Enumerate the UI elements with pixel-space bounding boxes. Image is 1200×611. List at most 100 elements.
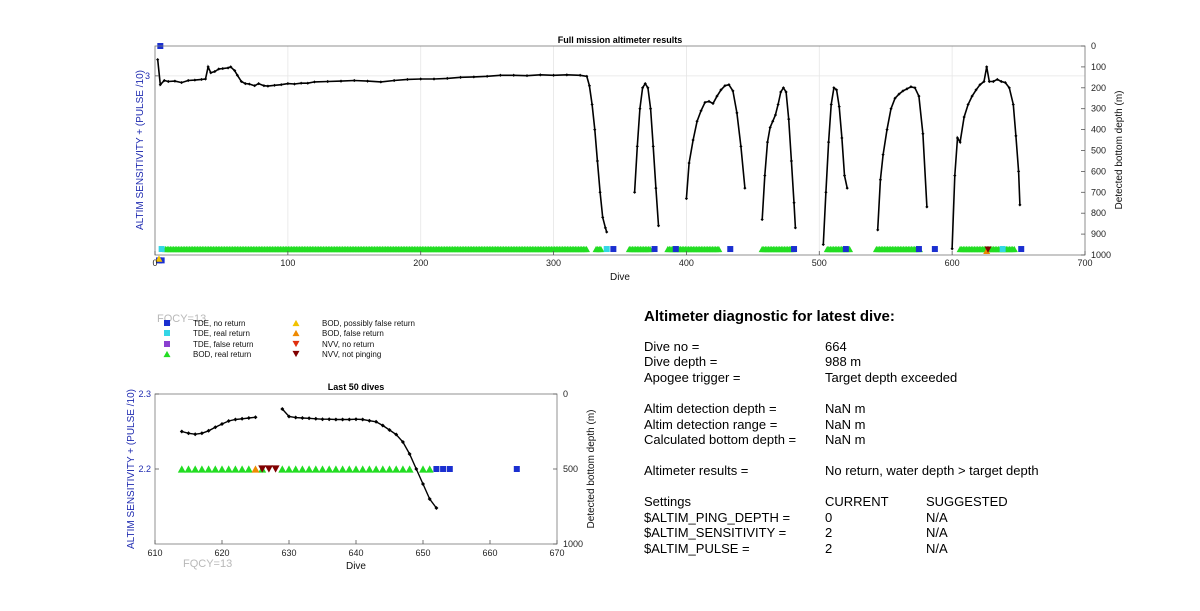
depth-point: [407, 452, 412, 456]
depth-point: [380, 423, 385, 428]
setting-label: $ALTIM_SENSITIVITY =: [644, 525, 786, 540]
depth-point: [347, 417, 352, 422]
right-y-tick-label: 500: [1091, 146, 1106, 156]
depth-point: [881, 153, 885, 157]
depth-point: [243, 82, 247, 86]
right-y-tick-label: 800: [1091, 208, 1106, 218]
tde-no-return-marker: [672, 246, 679, 253]
tde-no-return-marker: [440, 466, 447, 472]
depth-point: [789, 159, 793, 163]
depth-point: [445, 76, 449, 80]
bod-real-marker: [331, 465, 340, 473]
legend-label: TDE, real return: [193, 329, 250, 338]
depth-point: [925, 205, 929, 209]
diag-label: Calculated bottom depth =: [644, 432, 796, 447]
legend-label: NVV, not pinging: [322, 350, 381, 359]
bod-real-marker: [365, 465, 374, 473]
depth-point: [731, 89, 735, 93]
depth-point: [239, 79, 243, 84]
depth-point: [434, 506, 439, 510]
depth-point: [995, 77, 999, 82]
settings-header-label: Settings: [644, 494, 691, 509]
right-y-axis-label: Detected bottom depth (m): [586, 410, 597, 529]
tde-real-return-marker: [158, 246, 165, 253]
depth-point: [365, 79, 370, 83]
depth-point: [601, 215, 605, 219]
depth-point: [179, 429, 184, 434]
tde-no-return-marker: [791, 246, 798, 253]
right-y-tick-label: 300: [1091, 104, 1106, 114]
x-ticks: 610 620 630 640 650 660 670: [147, 540, 565, 558]
depth-point: [166, 79, 170, 84]
depth-point: [837, 105, 841, 109]
depth-point: [958, 140, 962, 144]
bod-real-marker: [378, 465, 387, 473]
depth-point: [605, 230, 609, 234]
x-tick-label: 700: [1077, 258, 1092, 268]
x-tick-label: 660: [482, 548, 497, 558]
tde-no-return-marker: [446, 466, 453, 472]
legend-triangle-marker: [292, 329, 300, 337]
depth-point: [635, 144, 639, 148]
depth-point: [485, 74, 489, 78]
depth-point: [253, 84, 257, 88]
bod-real-marker: [218, 465, 226, 473]
bod-real-marker: [338, 465, 347, 473]
depth-point: [419, 77, 423, 81]
depth-point: [551, 73, 556, 77]
depth-point: [970, 94, 974, 98]
left-y-tick-label: 3: [145, 71, 150, 81]
depth-point: [213, 69, 217, 74]
left-y-axis-label: ALTIM SENSITIVITY + (PULSE /10): [126, 389, 137, 549]
x-tick-label: 670: [549, 548, 564, 558]
depth-point: [638, 107, 642, 111]
depth-point: [432, 77, 436, 81]
depth-point: [313, 416, 318, 421]
depth-point: [893, 96, 897, 100]
bod-real-marker: [425, 465, 434, 473]
depth-point: [253, 415, 258, 420]
setting-label: $ALTIM_PULSE =: [644, 541, 750, 556]
left-y-ticks: 2.2 2.3: [138, 389, 159, 474]
bod-real-marker: [298, 465, 307, 473]
depth-point: [1003, 80, 1007, 85]
right-y-tick-label: 400: [1091, 125, 1106, 135]
depth-point: [179, 80, 184, 85]
tde-no-return-marker: [842, 246, 849, 253]
bod-real-marker: [392, 465, 401, 473]
legend-square-marker: [164, 341, 170, 347]
legend-label: BOD, false return: [322, 329, 384, 338]
depth-point: [953, 173, 957, 178]
depth-point: [792, 201, 796, 205]
depth-point: [421, 482, 425, 486]
bod-real-marker: [231, 465, 240, 473]
bod-real-marker: [191, 465, 200, 473]
depth-point: [897, 92, 901, 96]
depth-point: [427, 497, 432, 501]
depth-point: [240, 416, 245, 421]
depth-point: [1014, 134, 1018, 138]
depth-point: [966, 102, 970, 107]
depth-point: [921, 132, 925, 136]
x-tick-label: 500: [812, 258, 827, 268]
depth-point: [821, 242, 825, 247]
setting-suggested: N/A: [926, 510, 948, 525]
depth-point: [707, 99, 711, 103]
depth-point: [1011, 102, 1015, 107]
depth-point: [1007, 86, 1011, 90]
depth-point: [233, 417, 238, 422]
left-y-tick-label: 2.2: [138, 464, 151, 474]
depth-point: [640, 86, 645, 90]
depth-point: [695, 119, 699, 123]
bod-false-marker: [251, 465, 260, 473]
depth-point: [829, 102, 833, 107]
bod-real-marker: [305, 465, 314, 473]
depth-point: [654, 186, 658, 190]
bod-real-marker: [583, 245, 591, 253]
depth-point: [779, 90, 783, 94]
depth-point: [773, 113, 778, 117]
depth-point: [538, 73, 542, 77]
depth-point: [414, 467, 419, 471]
depth-point: [229, 65, 233, 69]
setting-current: 2: [825, 525, 832, 540]
